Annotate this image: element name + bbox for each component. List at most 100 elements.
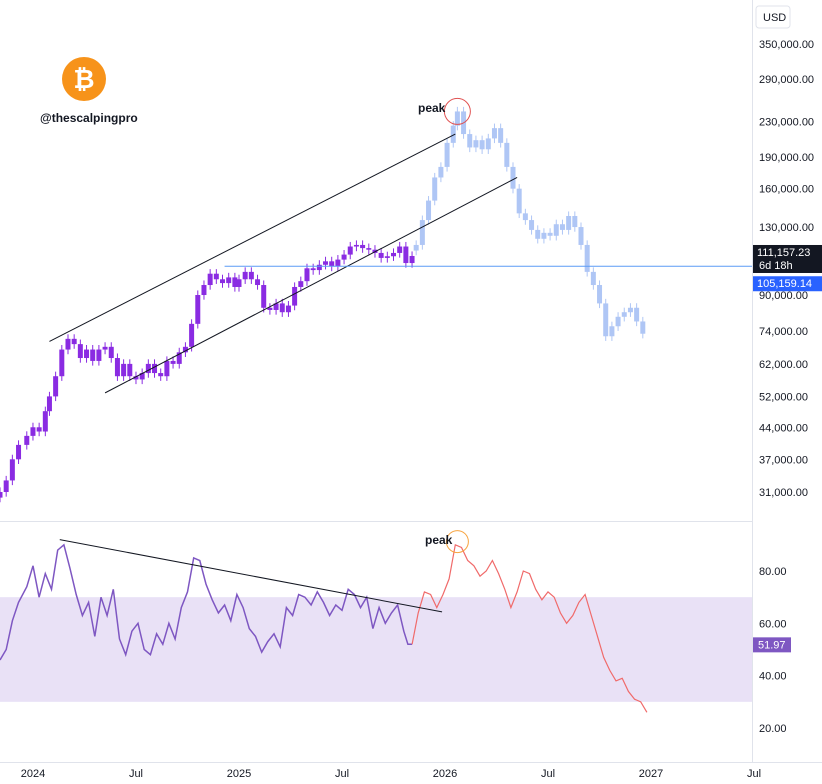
price-candle	[201, 285, 207, 296]
projected-candle	[444, 142, 450, 167]
price-candle	[236, 279, 242, 287]
price-candle	[77, 344, 83, 359]
time-tick-label: Jul	[335, 768, 349, 780]
price-candle	[46, 396, 52, 412]
projected-candle	[454, 111, 460, 126]
channel-upper-line[interactable]	[49, 133, 456, 342]
projected-candle	[640, 321, 646, 334]
price-candle	[30, 427, 36, 436]
price-candle	[213, 273, 219, 280]
projected-candle	[597, 285, 603, 304]
price-tick-label: 130,000.00	[759, 222, 814, 234]
projected-candle	[522, 213, 528, 221]
price-candle	[139, 373, 145, 380]
rsi-axis[interactable]: 80.00 60.00 40.00 20.00	[759, 566, 787, 735]
time-tick-label: 2027	[639, 768, 663, 780]
price-tick-label: 350,000.00	[759, 39, 814, 51]
price-candle	[335, 259, 341, 267]
price-candle	[195, 295, 201, 324]
peak-label-rsi: peak	[425, 533, 453, 547]
price-candle	[232, 277, 238, 287]
projected-candle	[426, 200, 432, 221]
rsi-value-tag: 51.97	[753, 637, 791, 653]
price-tick-label: 290,000.00	[759, 74, 814, 86]
projected-candles	[413, 106, 646, 341]
price-candle	[65, 338, 71, 350]
price-candle	[145, 363, 151, 374]
peak-circle-price	[443, 97, 471, 125]
price-candle	[329, 261, 335, 267]
projected-candle	[584, 244, 590, 272]
price-candle	[316, 264, 322, 271]
current-price-tag: 111,157.23 6d 18h	[753, 244, 822, 273]
projected-candle	[467, 134, 473, 148]
price-candle	[84, 349, 90, 359]
channel-lower-line[interactable]	[104, 177, 518, 394]
projected-candle	[559, 224, 565, 230]
currency-button[interactable]	[755, 5, 791, 29]
rsi-trendline[interactable]	[59, 539, 443, 613]
projected-candle	[627, 307, 633, 313]
price-tick-label: 52,000.00	[759, 391, 808, 403]
price-candle	[255, 279, 261, 286]
price-candle	[403, 246, 409, 264]
price-candle	[347, 246, 353, 255]
price-pane[interactable]	[0, 0, 752, 521]
time-tick-label: 2024	[21, 768, 45, 780]
price-candles	[0, 240, 415, 503]
brand-logo: ₿	[62, 57, 106, 101]
projected-candle	[566, 216, 572, 230]
projected-candle	[479, 140, 485, 150]
price-candle	[121, 363, 127, 377]
time-tick-label: 2025	[227, 768, 251, 780]
projected-candle	[572, 216, 578, 228]
price-candle	[182, 346, 188, 353]
projected-candle	[504, 142, 510, 167]
time-tick-label: Jul	[129, 768, 143, 780]
projected-candle	[491, 128, 497, 139]
price-candle	[261, 285, 267, 308]
projected-candle	[615, 316, 621, 327]
projected-candle	[438, 166, 444, 178]
price-tick-label: 160,000.00	[759, 184, 814, 196]
peak-label-price: peak	[418, 101, 446, 115]
price-candle	[391, 252, 397, 257]
projected-candle	[553, 224, 559, 236]
price-candle	[0, 492, 3, 498]
price-tick-label: 90,000.00	[759, 290, 808, 302]
bitcoin-icon	[62, 57, 106, 101]
price-candle	[164, 360, 170, 377]
price-candle	[102, 346, 108, 350]
price-candle	[298, 281, 304, 287]
price-candle	[292, 286, 298, 306]
price-candle	[242, 271, 248, 280]
projected-candle	[590, 271, 596, 286]
projected-candle	[516, 188, 522, 214]
price-tick-label: 74,000.00	[759, 326, 808, 338]
price-candle	[279, 303, 285, 313]
projected-candle	[603, 303, 609, 337]
price-candle	[170, 360, 176, 364]
price-tick-label: 31,000.00	[759, 487, 808, 499]
price-candle	[71, 338, 77, 345]
price-candle	[366, 248, 372, 250]
price-candle	[189, 323, 195, 347]
rsi-value: 51.97	[758, 639, 786, 651]
level-price-tag: 105,159.14	[753, 276, 822, 292]
price-candle	[114, 358, 120, 377]
price-candle	[248, 271, 254, 280]
price-axis[interactable]: 350,000.00 290,000.00 230,000.00 190,000.00…	[759, 39, 814, 499]
price-candle	[127, 363, 133, 377]
projected-candle	[634, 307, 640, 322]
projected-candle	[450, 125, 456, 143]
time-tick-label: Jul	[541, 768, 555, 780]
projected-candle	[419, 220, 425, 245]
price-candle	[310, 268, 316, 271]
bitcoin-symbol: ₿	[73, 65, 94, 95]
time-axis[interactable]: 2024 Jul 2025 Jul 2026 Jul 2027 Jul	[21, 768, 761, 780]
rsi-projection-line	[411, 543, 648, 713]
price-candle	[24, 435, 30, 445]
price-candle	[409, 255, 415, 264]
price-candle	[267, 307, 273, 310]
